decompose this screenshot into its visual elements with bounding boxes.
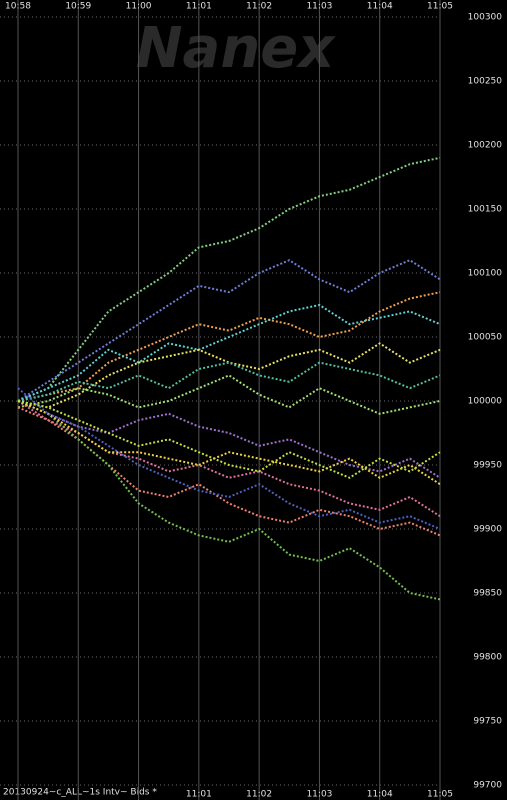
series-line	[17, 387, 441, 530]
series-line	[17, 342, 441, 409]
x-tick-label-bottom: 11:05	[427, 790, 453, 800]
x-tick-label: 11:01	[186, 2, 212, 12]
y-tick-label: 100150	[468, 205, 503, 215]
series-line	[17, 291, 441, 402]
x-tick-label: 11:04	[367, 2, 393, 12]
x-tick-label-bottom: 11:02	[246, 790, 272, 800]
y-tick-label: 99800	[473, 653, 502, 663]
y-tick-label: 99750	[473, 717, 502, 727]
series-line	[17, 400, 441, 486]
y-tick-label: 100050	[468, 333, 503, 343]
x-tick-label: 11:05	[427, 2, 453, 12]
series-line	[17, 374, 441, 415]
x-tick-label: 10:59	[65, 2, 91, 12]
series-line	[17, 303, 441, 402]
y-tick-label: 100300	[468, 13, 503, 23]
y-tick-label: 99850	[473, 589, 502, 599]
x-tick-label: 11:03	[306, 2, 332, 12]
series-line	[17, 156, 441, 402]
y-tick-label: 100200	[468, 141, 503, 151]
x-tick-label-bottom: 11:01	[186, 790, 212, 800]
x-tick-label: 10:58	[5, 2, 31, 12]
y-tick-label: 100100	[468, 269, 503, 279]
y-tick-label: 100250	[468, 77, 503, 87]
x-tick-label-bottom: 11:04	[367, 790, 393, 800]
series-line	[17, 259, 441, 402]
y-tick-label: 99700	[473, 781, 502, 791]
x-tick-label: 11:02	[246, 2, 272, 12]
watermark: Nanex	[136, 16, 337, 81]
y-tick-label: 99950	[473, 461, 502, 471]
series-line	[17, 400, 441, 479]
x-tick-label-bottom: 11:03	[306, 790, 332, 800]
series-line	[17, 400, 441, 479]
series-line	[17, 400, 441, 601]
footer: 20130924~c_ALL~1s Intv~ Bids *	[3, 788, 157, 798]
y-tick-label: 100000	[468, 397, 503, 407]
series-line	[17, 361, 441, 402]
x-tick-label: 11:00	[126, 2, 152, 12]
y-tick-label: 99900	[473, 525, 502, 535]
